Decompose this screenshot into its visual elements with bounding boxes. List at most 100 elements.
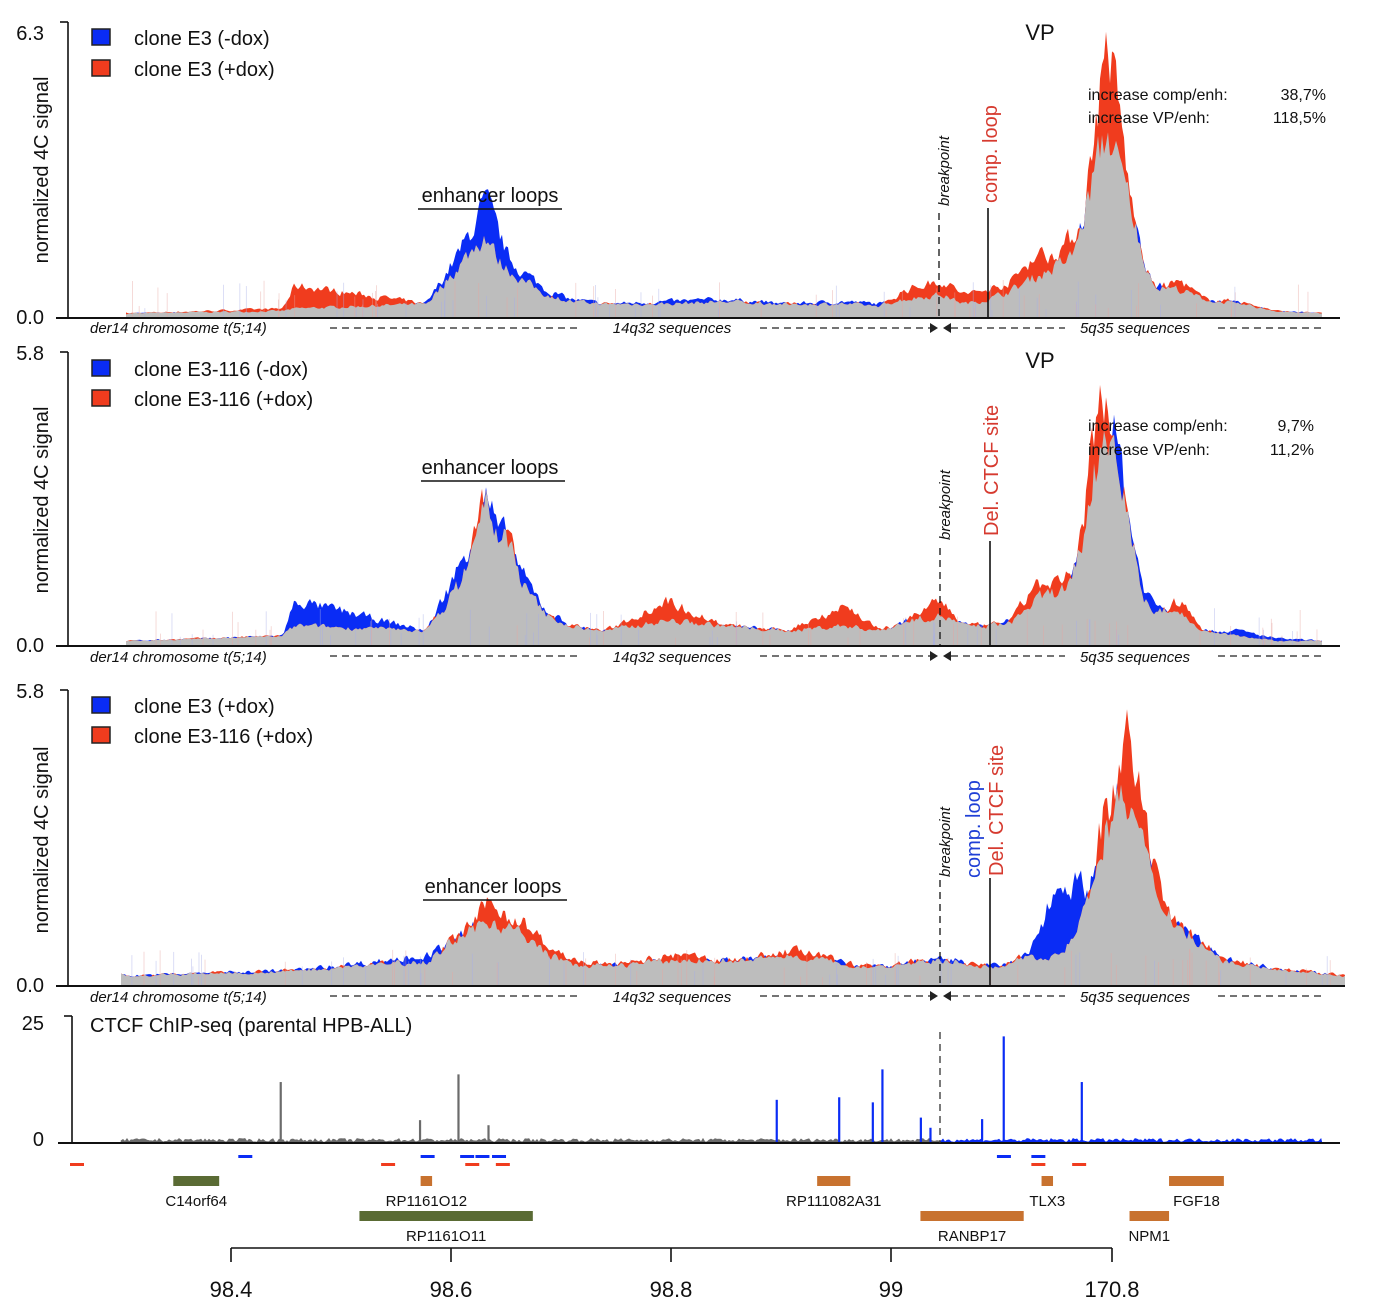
axis-annotation-der14: der14 chromosome t(5;14) bbox=[90, 320, 267, 337]
scale-tick-label: 170.8 bbox=[1084, 1277, 1139, 1302]
panel-ctcf-chipseq: 25 0 CTCF ChIP-seq (parental HPB-ALL) bbox=[22, 1013, 1340, 1151]
arrow-head-left bbox=[943, 323, 951, 333]
y-tick-label-min: 0.0 bbox=[16, 975, 44, 997]
y-tick-label-max: 5.8 bbox=[16, 343, 44, 365]
axis-annotation-der14: der14 chromosome t(5;14) bbox=[90, 649, 267, 666]
enhancer-loops-label: enhancer loops bbox=[422, 457, 559, 479]
series-blue-area bbox=[121, 783, 1345, 986]
chip-signal bbox=[120, 1036, 1323, 1144]
panel-2: 5.8 0.0 normalized 4C signal clone E3-11… bbox=[16, 343, 1340, 666]
arrow-head-right bbox=[930, 323, 938, 333]
track-mark-red bbox=[465, 1163, 480, 1166]
legend-label-red: clone E3 (+dox) bbox=[134, 59, 275, 81]
track-mark-red bbox=[495, 1163, 510, 1166]
comp-loop-label: comp. loop bbox=[980, 105, 1002, 203]
gene-bar-rp1161o12 bbox=[420, 1176, 433, 1186]
legend-label-blue: clone E3 (+dox) bbox=[134, 696, 275, 718]
gene-label-c14orf64: C14orf64 bbox=[165, 1193, 227, 1210]
axis-annotation-14q32: 14q32 sequences bbox=[613, 989, 732, 1006]
profile-area bbox=[121, 709, 1345, 986]
stat-comp-value: 38,7% bbox=[1281, 87, 1326, 104]
y-tick-label-min: 0 bbox=[33, 1129, 44, 1151]
track-mark-red bbox=[381, 1163, 396, 1166]
legend-label-blue: clone E3 (-dox) bbox=[134, 28, 270, 50]
breakpoint-label: breakpoint bbox=[937, 469, 954, 540]
gene-track: C14orf64 RP1161O12 RP1161O11 RP111082A31 TLX… bbox=[70, 1155, 1224, 1245]
del-ctcf-label: Del. CTCF site bbox=[981, 405, 1003, 536]
gene-label-npm1: NPM1 bbox=[1128, 1228, 1170, 1245]
axis-annotation-14q32: 14q32 sequences bbox=[613, 649, 732, 666]
stat-vp-value: 118,5% bbox=[1273, 110, 1326, 127]
gene-bar-rp111082a31 bbox=[817, 1176, 851, 1186]
legend-swatch-red bbox=[91, 389, 111, 407]
y-tick-label-max: 6.3 bbox=[16, 23, 44, 45]
legend-label-blue: clone E3-116 (-dox) bbox=[134, 359, 308, 381]
track-mark-blue bbox=[996, 1155, 1011, 1158]
profile-area bbox=[126, 31, 1322, 318]
gene-bar-npm1 bbox=[1129, 1211, 1170, 1221]
axis-annotation-5q35: 5q35 sequences bbox=[1080, 649, 1191, 666]
axis-annotation-5q35: 5q35 sequences bbox=[1080, 320, 1191, 337]
breakpoint-label: breakpoint bbox=[937, 806, 954, 877]
y-tick-label-max: 5.8 bbox=[16, 681, 44, 703]
gene-bar-c14orf64 bbox=[173, 1176, 220, 1186]
chip-baseline-left bbox=[120, 1137, 941, 1144]
gene-label-rp1161o12: RP1161O12 bbox=[386, 1193, 467, 1210]
arrow-head-right bbox=[930, 991, 938, 1001]
scale-tick-label: 98.8 bbox=[650, 1277, 693, 1302]
y-tick-label-min: 0.0 bbox=[16, 307, 44, 329]
scale-tick-label: 98.4 bbox=[210, 1277, 253, 1302]
panel-3: 5.8 0.0 normalized 4C signal clone E3 (+… bbox=[16, 681, 1345, 1006]
vp-label: VP bbox=[1025, 348, 1054, 373]
axis-annotation-14q32: 14q32 sequences bbox=[613, 320, 732, 337]
series-red-area bbox=[121, 709, 1345, 986]
legend-label-red: clone E3-116 (+dox) bbox=[134, 389, 313, 411]
y-tick-label-min: 0.0 bbox=[16, 635, 44, 657]
y-tick-label-max: 25 bbox=[22, 1013, 44, 1035]
stat-comp-label: increase comp/enh: bbox=[1088, 87, 1228, 104]
ctcf-title: CTCF ChIP-seq (parental HPB-ALL) bbox=[90, 1015, 412, 1037]
gene-label-tlx3: TLX3 bbox=[1029, 1193, 1065, 1210]
arrow-head-right bbox=[930, 651, 938, 661]
track-mark-blue bbox=[1031, 1155, 1046, 1158]
gene-label-rp1161o11: RP1161O11 bbox=[406, 1228, 486, 1245]
gene-label-fgf18: FGF18 bbox=[1173, 1193, 1220, 1210]
legend-swatch-blue bbox=[91, 359, 111, 377]
track-mark-blue bbox=[475, 1155, 490, 1158]
gene-bar-rp1161o11 bbox=[359, 1211, 533, 1221]
axis-annotation-der14: der14 chromosome t(5;14) bbox=[90, 989, 267, 1006]
arrow-head-left bbox=[943, 991, 951, 1001]
legend-label-red: clone E3-116 (+dox) bbox=[134, 726, 313, 748]
sequence-arrows bbox=[330, 991, 1322, 1001]
legend-swatch-blue bbox=[91, 28, 111, 46]
stat-vp-value: 11,2% bbox=[1270, 442, 1314, 459]
legend-swatch-red bbox=[91, 59, 111, 77]
y-axis-label: normalized 4C signal bbox=[31, 747, 53, 934]
stat-comp-value: 9,7% bbox=[1278, 418, 1314, 435]
track-mark-blue bbox=[420, 1155, 435, 1158]
overlap-area bbox=[121, 784, 1345, 986]
enhancer-loops-label: enhancer loops bbox=[425, 876, 562, 898]
scale-tick-label: 98.6 bbox=[430, 1277, 473, 1302]
enhancer-loops-label: enhancer loops bbox=[422, 185, 559, 207]
sequence-arrows bbox=[330, 651, 1322, 661]
axis-annotation-5q35: 5q35 sequences bbox=[1080, 989, 1191, 1006]
legend-swatch-blue bbox=[91, 696, 111, 714]
del-ctcf-label: Del. CTCF site bbox=[986, 745, 1008, 876]
genomic-scale-axis: 98.4 98.6 98.8 99 170.8 bbox=[210, 1247, 1140, 1302]
breakpoint-label: breakpoint bbox=[936, 135, 953, 206]
panel-1: 6.3 0.0 normalized 4C signal clone E3 (-… bbox=[16, 20, 1340, 337]
track-mark-red bbox=[1031, 1163, 1046, 1166]
track-mark-blue bbox=[238, 1155, 253, 1158]
y-axis-label: normalized 4C signal bbox=[31, 77, 53, 264]
sequence-arrows bbox=[330, 323, 1322, 333]
gene-label-ranbp17: RANBP17 bbox=[938, 1228, 1006, 1245]
vp-label: VP bbox=[1025, 20, 1054, 45]
y-axis-label: normalized 4C signal bbox=[31, 407, 53, 594]
track-mark-blue bbox=[460, 1155, 475, 1158]
track-mark-red bbox=[70, 1163, 84, 1166]
stat-vp-label: increase VP/enh: bbox=[1088, 442, 1210, 459]
gene-bar-tlx3 bbox=[1041, 1176, 1054, 1186]
stat-comp-label: increase comp/enh: bbox=[1088, 418, 1228, 435]
profile-area bbox=[126, 384, 1322, 646]
